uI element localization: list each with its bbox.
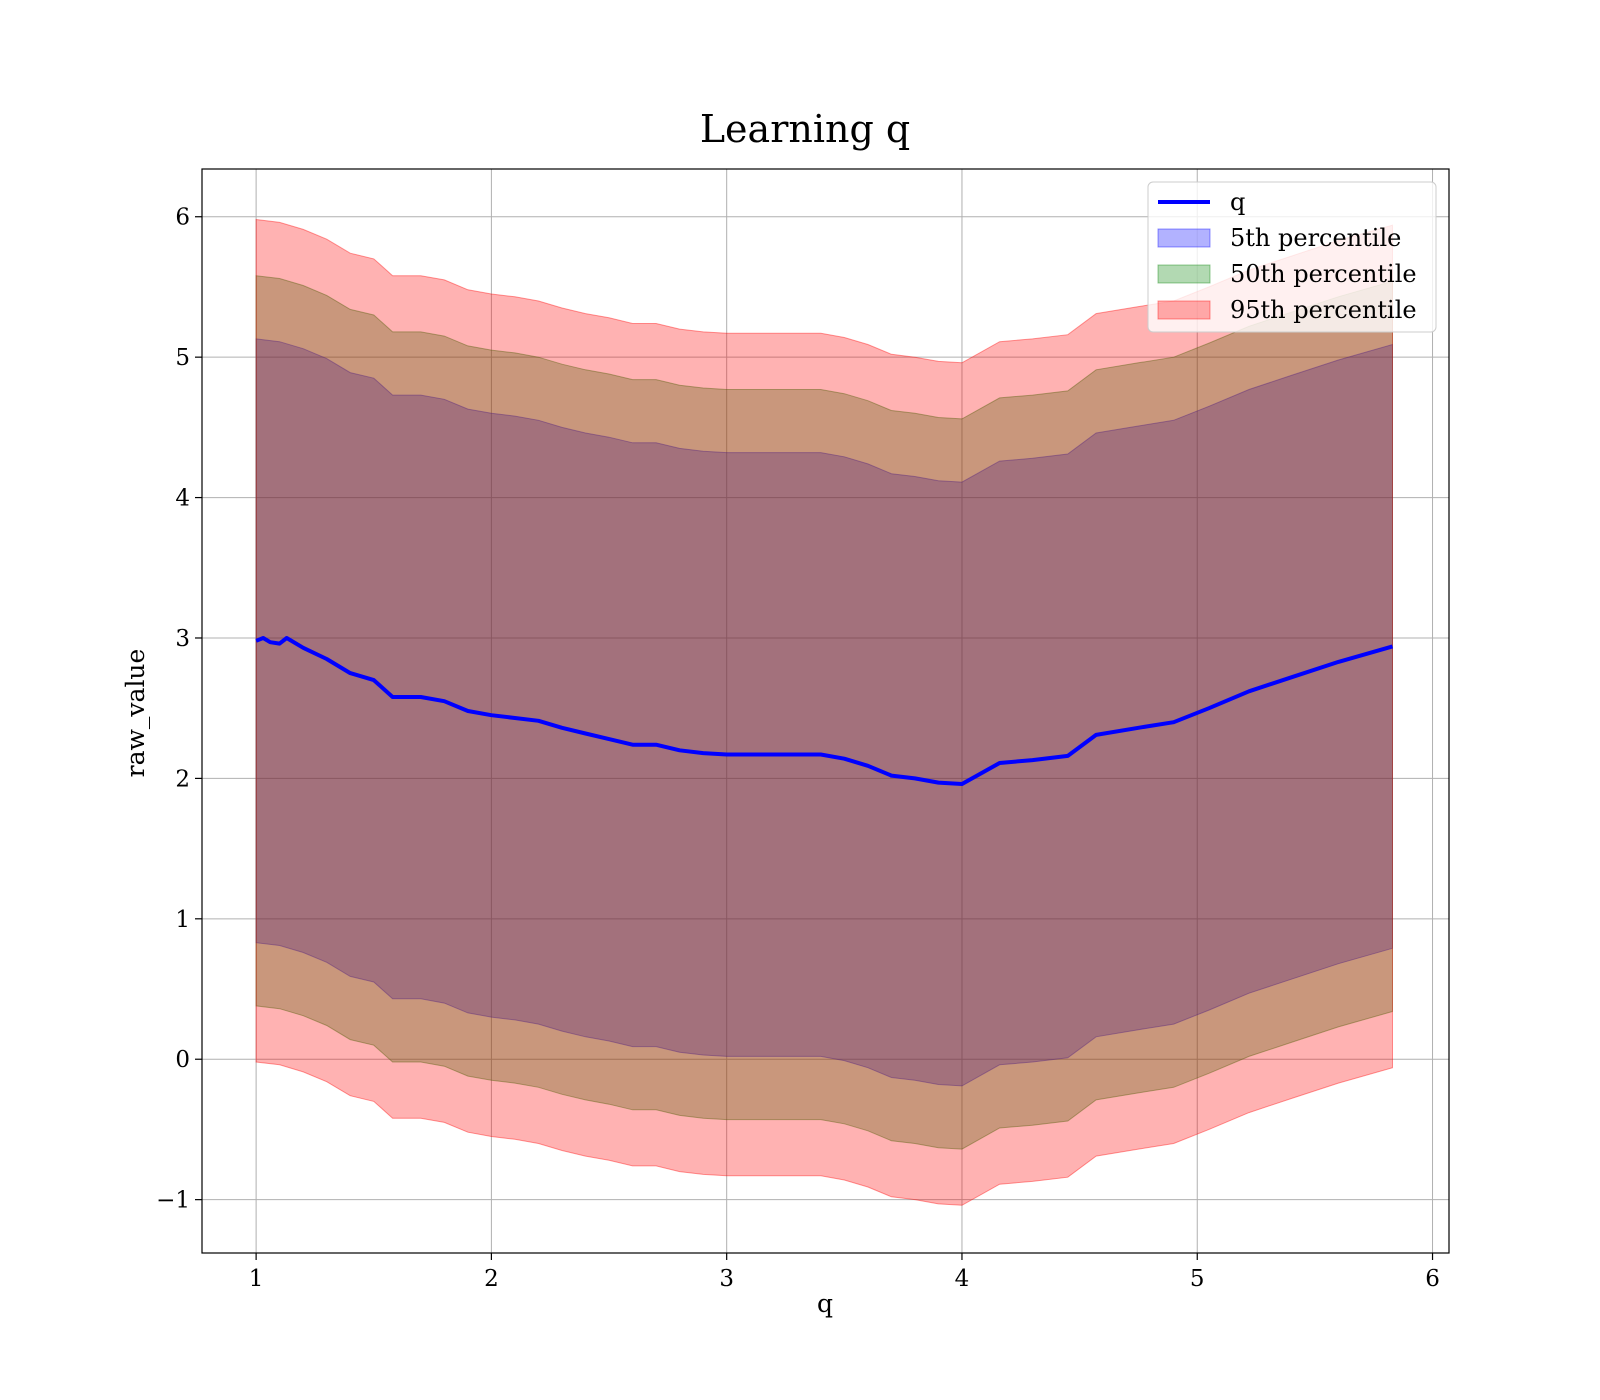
legend-swatch-band (1157, 264, 1211, 284)
y-tick-label: −1 (156, 1188, 190, 1214)
x-tick-label: 5 (1190, 1266, 1205, 1292)
y-tick-label: 1 (175, 907, 190, 933)
legend: q 5th percentile 50th percentile 95th perce… (1147, 181, 1437, 333)
legend-label: 5th percentile (1230, 224, 1401, 252)
legend-label: 50th percentile (1230, 260, 1417, 288)
y-tick-label: 6 (175, 205, 190, 231)
chart-title: Learning q (700, 107, 910, 151)
x-tick-label: 1 (249, 1266, 264, 1292)
plot-area: 1 2 3 4 5 6 −1 0 1 2 3 4 5 6 (156, 168, 1450, 1292)
band-95th-percentile (255, 218, 1393, 1206)
y-tick-label: 3 (175, 626, 190, 652)
y-tick-label: 0 (175, 1047, 190, 1073)
legend-swatch-band (1157, 300, 1211, 320)
y-tick-label: 4 (175, 486, 190, 512)
legend-box (1147, 181, 1437, 333)
band-5th-percentile (255, 338, 1393, 1087)
x-axis-label: q (817, 1289, 833, 1318)
series-line-q (255, 636, 1394, 786)
axes-frame (201, 168, 1450, 1254)
x-tick-label: 6 (1425, 1266, 1440, 1292)
band-50th-percentile (255, 275, 1393, 1150)
x-tick-label: 2 (484, 1266, 499, 1292)
y-tick-label: 2 (175, 766, 190, 792)
y-tick-label: 5 (175, 345, 190, 371)
x-tick-label: 3 (719, 1266, 734, 1292)
legend-label: q (1230, 188, 1245, 216)
y-axis-label: raw_value (121, 649, 150, 778)
legend-swatch-band (1157, 228, 1211, 248)
legend-label: 95th percentile (1230, 296, 1417, 324)
x-tick-label: 4 (955, 1266, 970, 1292)
